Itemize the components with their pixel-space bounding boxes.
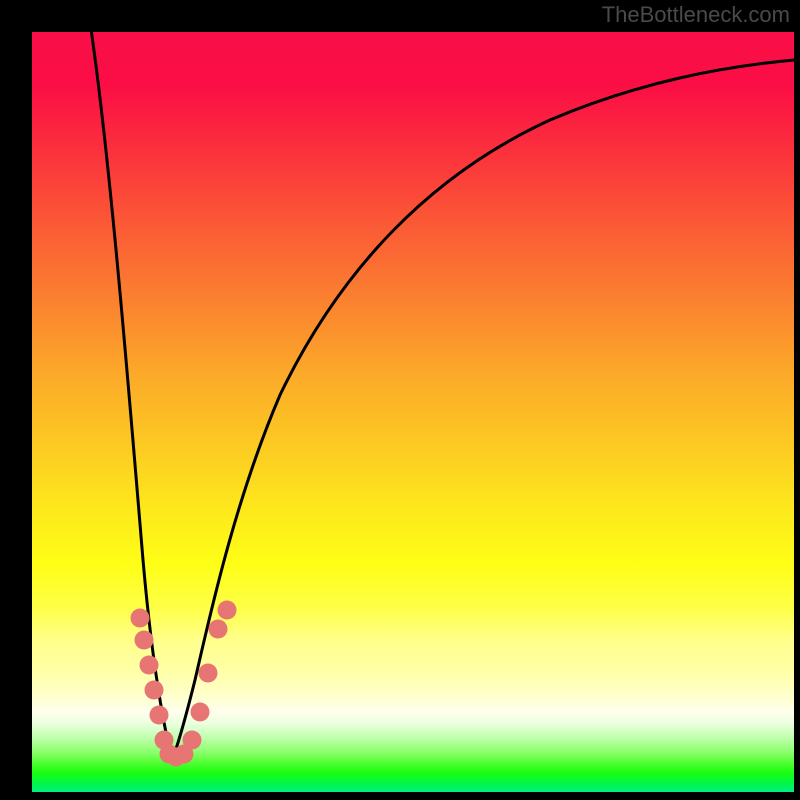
chart-container: TheBottleneck.com [0, 0, 800, 800]
bottleneck-chart [0, 0, 800, 800]
watermark-text: TheBottleneck.com [602, 2, 790, 28]
